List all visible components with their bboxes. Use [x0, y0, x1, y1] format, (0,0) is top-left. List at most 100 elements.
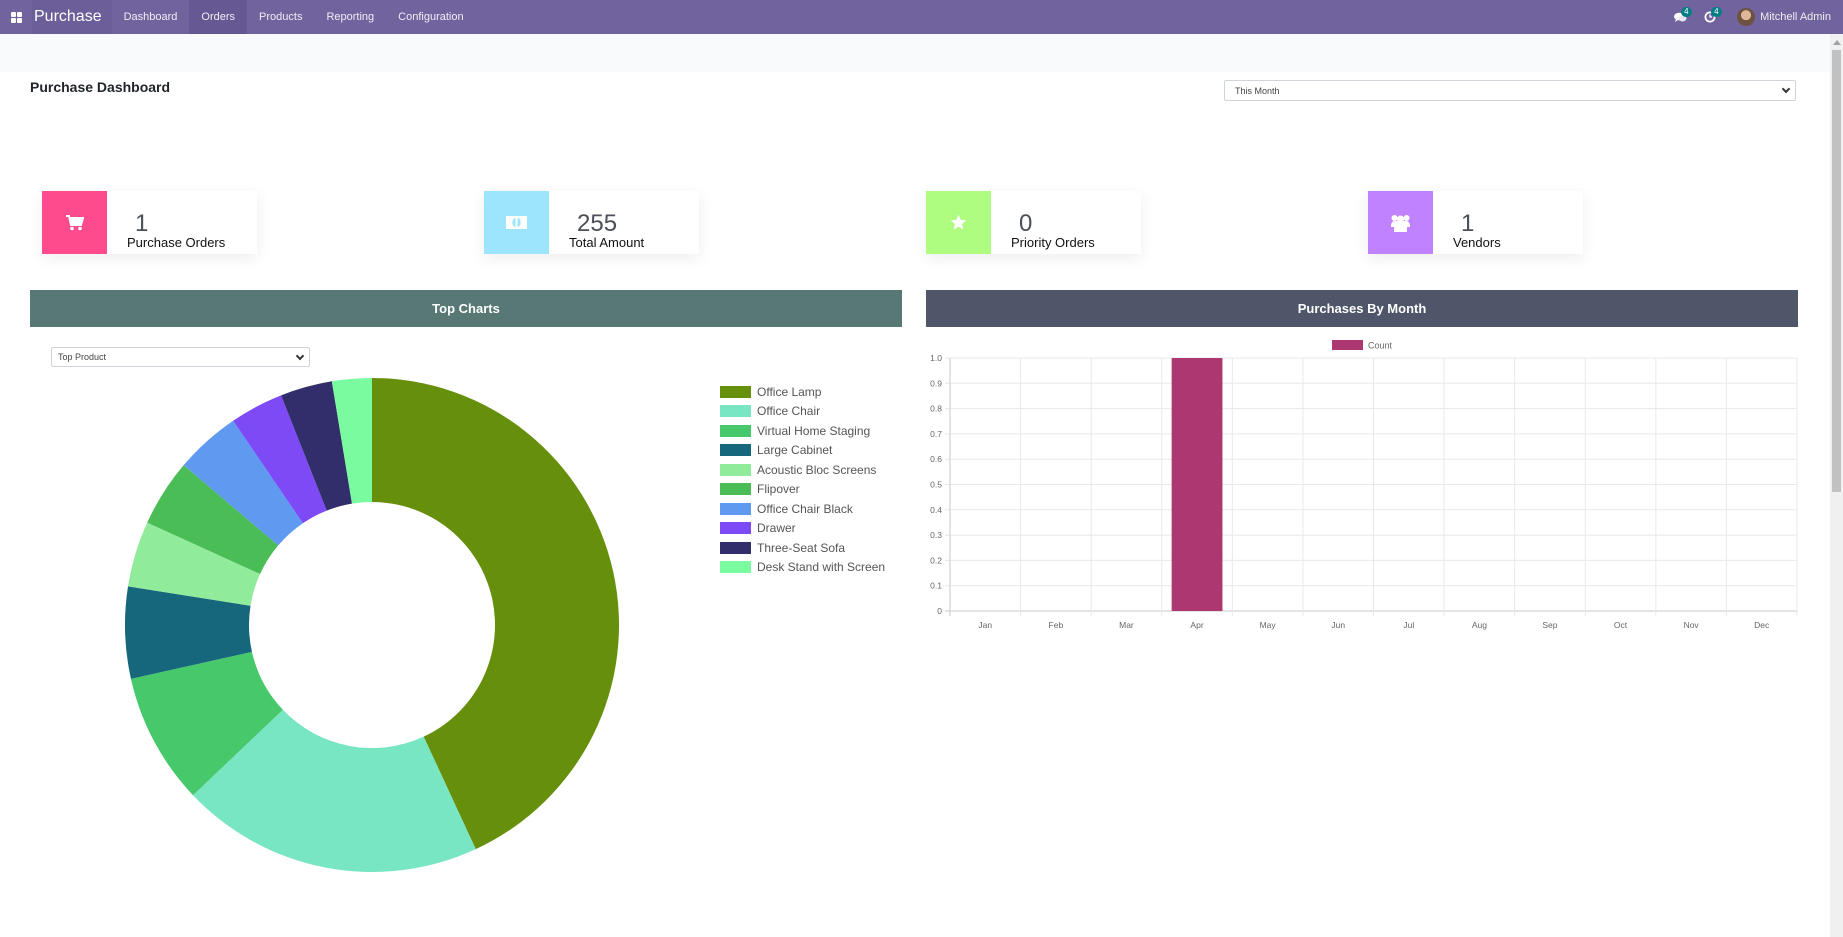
legend-item[interactable]: Three-Seat Sofa — [720, 538, 885, 558]
legend-label: Large Cabinet — [757, 443, 833, 458]
star-icon — [950, 214, 967, 230]
bar-legend[interactable]: Count — [1332, 340, 1393, 351]
x-tick-label: Apr — [1190, 620, 1203, 630]
nav-reporting[interactable]: Reporting — [326, 11, 375, 23]
donut-slice-acoustic-bloc-screens[interactable] — [128, 522, 261, 606]
legend-item[interactable]: Office Chair — [720, 402, 885, 422]
kpi-card-vendors[interactable]: 1 Vendors — [1368, 191, 1583, 254]
x-tick-label: Jun — [1331, 620, 1345, 630]
legend-swatch — [1332, 340, 1363, 350]
kpi-icon-box — [42, 191, 107, 254]
activities-badge: 4 — [1711, 7, 1722, 17]
donut-slice-office-lamp[interactable] — [372, 378, 620, 850]
nav-dashboard[interactable]: Dashboard — [123, 11, 178, 23]
donut-slice-three-seat-sofa[interactable] — [281, 381, 352, 511]
top-charts-title: Top Charts — [432, 301, 500, 316]
kpi-value: 1 — [135, 210, 149, 237]
page-title: Purchase Dashboard — [30, 79, 171, 95]
kpi-label: Priority Orders — [1011, 235, 1095, 250]
legend-swatch — [720, 522, 751, 535]
x-tick-label: Sep — [1542, 620, 1557, 630]
user-menu[interactable]: Mitchell Admin — [1725, 8, 1843, 26]
nav-orders[interactable]: Orders — [189, 0, 248, 34]
shopping-cart-icon — [65, 214, 84, 230]
kpi-icon-box — [926, 191, 991, 254]
legend-label: Office Chair Black — [757, 501, 853, 516]
kpi-card-total-amount[interactable]: 255 Total Amount — [484, 191, 699, 254]
legend-item[interactable]: Virtual Home Staging — [720, 421, 885, 441]
avatar — [1737, 8, 1756, 26]
legend-label: Three-Seat Sofa — [757, 540, 846, 555]
donut-slice-large-cabinet[interactable] — [124, 586, 252, 679]
kpi-value: 1 — [1461, 210, 1475, 237]
x-tick-label: Aug — [1472, 620, 1487, 630]
legend-swatch — [720, 424, 751, 437]
donut-slice-desk-stand-with-screen[interactable] — [331, 378, 372, 504]
kpi-label: Purchase Orders — [127, 235, 226, 250]
legend-swatch — [720, 385, 751, 398]
period-filter-select[interactable]: This Month — [1224, 80, 1796, 101]
kpi-card-purchase-orders[interactable]: 1 Purchase Orders — [42, 191, 257, 254]
users-icon — [1391, 214, 1410, 232]
legend-label: Count — [1368, 341, 1393, 351]
legend-swatch — [720, 463, 751, 476]
legend-swatch — [720, 541, 751, 554]
legend-label: Flipover — [757, 482, 800, 497]
donut-slice-flipover[interactable] — [147, 465, 279, 575]
top-product-donut-chart — [124, 378, 620, 873]
legend-item[interactable]: Drawer — [720, 519, 885, 539]
donut-slice-drawer[interactable] — [233, 395, 327, 524]
x-tick-label: Feb — [1049, 620, 1064, 630]
kpi-icon-box — [484, 191, 549, 254]
legend-item[interactable]: Desk Stand with Screen — [720, 558, 885, 578]
legend-label: Desk Stand with Screen — [757, 560, 886, 575]
purchases-by-month-bar-chart: Count 0 0.1 0.2 0.3 0.4 0.5 0.6 0.7 0.8 0.9 1.0 Jan F… — [930, 340, 1798, 630]
top-chart-type-select[interactable]: Top Product — [51, 347, 310, 367]
purchases-by-month-header: Purchases By Month — [926, 290, 1798, 327]
legend-item[interactable]: Office Chair Black — [720, 499, 885, 519]
top-charts-header: Top Charts — [30, 290, 902, 327]
legend-label: Acoustic Bloc Screens — [757, 462, 877, 477]
legend-item[interactable]: Acoustic Bloc Screens — [720, 460, 885, 480]
messages-badge: 4 — [1681, 7, 1692, 17]
legend-label: Office Chair — [757, 404, 821, 419]
scrollbar-thumb[interactable] — [1832, 50, 1841, 492]
clock-icon — [1704, 11, 1716, 23]
purchases-by-month-title: Purchases By Month — [1297, 301, 1427, 316]
donut-slice-office-chair[interactable] — [193, 709, 476, 873]
messages-button[interactable]: 4 — [1665, 0, 1695, 34]
legend-item[interactable]: Large Cabinet — [720, 441, 885, 461]
page-scrollbar[interactable] — [1830, 34, 1843, 937]
y-tick-label: 0 — [937, 606, 942, 616]
y-tick-label: 0.9 — [930, 378, 942, 388]
kpi-value: 0 — [1019, 210, 1033, 237]
bar-apr[interactable] — [1171, 358, 1223, 611]
y-tick-label: 0.8 — [930, 404, 942, 414]
kpi-icon-box — [1368, 191, 1433, 254]
apps-grid-icon — [10, 11, 22, 23]
activities-button[interactable]: 4 — [1695, 0, 1725, 34]
nav-configuration[interactable]: Configuration — [398, 11, 464, 23]
donut-slice-virtual-home-staging[interactable] — [130, 651, 283, 796]
app-brand[interactable]: Purchase — [32, 0, 112, 34]
kpi-label: Vendors — [1453, 235, 1501, 250]
legend-swatch — [720, 561, 751, 574]
x-tick-label: Jan — [978, 620, 992, 630]
legend-item[interactable]: Office Lamp — [720, 382, 885, 402]
legend-swatch — [720, 444, 751, 457]
y-tick-label: 0.4 — [930, 505, 942, 515]
legend-swatch — [720, 502, 751, 515]
control-panel — [0, 34, 1830, 72]
user-name: Mitchell Admin — [1760, 11, 1831, 23]
x-tick-label: Mar — [1119, 620, 1134, 630]
legend-item[interactable]: Flipover — [720, 480, 885, 500]
y-tick-label: 1.0 — [930, 353, 942, 363]
scroll-up-arrow-icon[interactable] — [1833, 40, 1841, 45]
donut-slice-office-chair-black[interactable] — [183, 420, 303, 546]
kpi-card-priority-orders[interactable]: 0 Priority Orders — [926, 191, 1141, 254]
x-tick-label: May — [1260, 620, 1277, 630]
app-menu-button[interactable] — [0, 0, 32, 34]
money-icon — [506, 216, 527, 229]
legend-label: Drawer — [757, 521, 796, 536]
nav-products[interactable]: Products — [259, 11, 303, 23]
